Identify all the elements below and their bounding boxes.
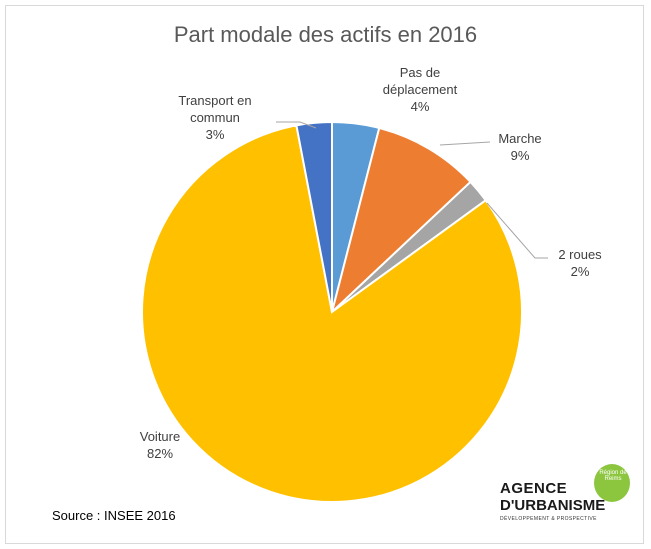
slice-label: Marche 9% xyxy=(485,130,555,164)
value-label: 9% xyxy=(510,148,530,163)
slice-label: Transport en commun 3% xyxy=(160,92,270,143)
source: Source : INSEE 2016 xyxy=(52,508,176,523)
pie-slice xyxy=(330,126,472,316)
logo-region: Région de Reims xyxy=(599,470,627,482)
pie-slice xyxy=(141,124,523,503)
slice-label: 2 roues 2% xyxy=(550,246,610,280)
logo-leaf xyxy=(594,464,630,502)
value-label: 4% xyxy=(410,99,430,114)
logo: Région de Reims AGENCE D'URBANISME DÉVEL… xyxy=(500,464,630,528)
category-label: Voiture xyxy=(139,429,181,444)
logo-line2: D'URBANISME xyxy=(500,497,606,514)
category-label: Marche xyxy=(498,131,542,146)
logo-line1: AGENCE xyxy=(500,480,568,497)
slice-label: Pas de déplacement 4% xyxy=(372,64,468,115)
chart-title: Part modale des actifs en 2016 xyxy=(173,22,478,47)
frame xyxy=(5,5,644,544)
value-label: 2% xyxy=(570,264,590,279)
category-label: Transport en commun xyxy=(178,93,252,125)
slice-label: Voiture 82% xyxy=(125,428,195,462)
leader-lines xyxy=(276,121,548,259)
category-label: Pas de déplacement xyxy=(382,65,458,97)
category-label: 2 roues xyxy=(558,247,602,262)
value-label: 3% xyxy=(205,127,225,142)
pie-slice xyxy=(295,120,333,313)
value-label: 82% xyxy=(146,446,174,461)
logo-tagline: DÉVELOPPEMENT & PROSPECTIVE xyxy=(500,516,597,522)
